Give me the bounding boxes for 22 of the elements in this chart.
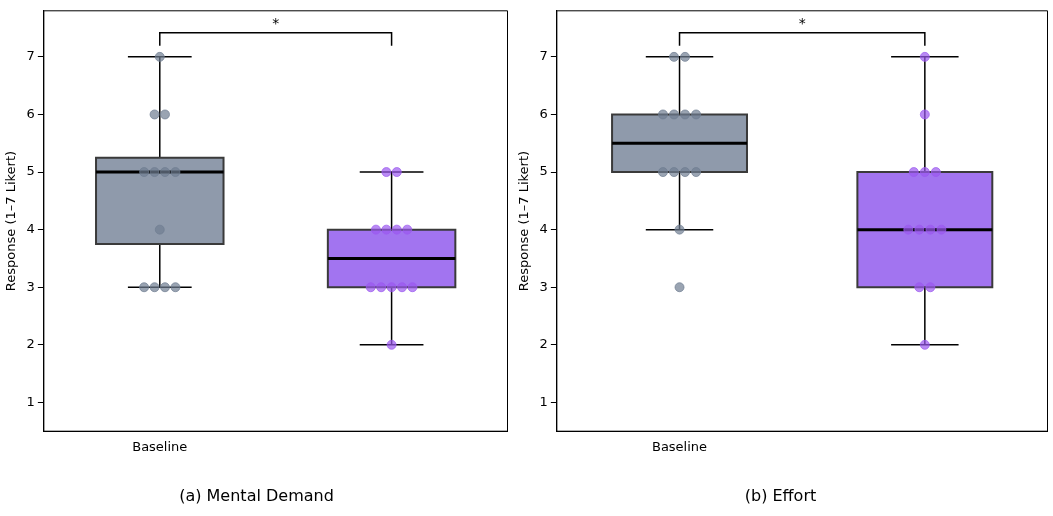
- y-tick-label: 2: [26, 336, 35, 352]
- y-axis-title: Response (1–7 Likert): [516, 150, 532, 292]
- y-tick-label: 5: [26, 163, 35, 179]
- y-axis-title: Response (1–7 Likert): [3, 150, 19, 292]
- y-tick-label: 3: [26, 278, 35, 294]
- y-tick-label: 3: [539, 278, 548, 294]
- y-tick-label: 1: [539, 393, 548, 409]
- y-tick-label: 5: [539, 163, 548, 179]
- text: (b) Effort: [744, 485, 817, 505]
- annotation: *: [798, 15, 806, 32]
- y-tick-label: 2: [539, 336, 548, 352]
- y-tick-label: 4: [539, 221, 548, 237]
- x-tick-label: Baseline: [651, 439, 708, 455]
- x-tick-label: Baseline: [132, 439, 188, 455]
- y-tick-label: 1: [26, 393, 35, 409]
- y-tick-label: 6: [26, 105, 35, 121]
- text: (a) Mental Demand: [179, 485, 334, 505]
- annotation: *: [272, 15, 280, 32]
- y-tick-label: 4: [26, 221, 35, 237]
- y-tick-label: 6: [539, 105, 548, 121]
- y-tick-label: 7: [26, 48, 35, 64]
- y-tick-label: 7: [539, 48, 548, 64]
